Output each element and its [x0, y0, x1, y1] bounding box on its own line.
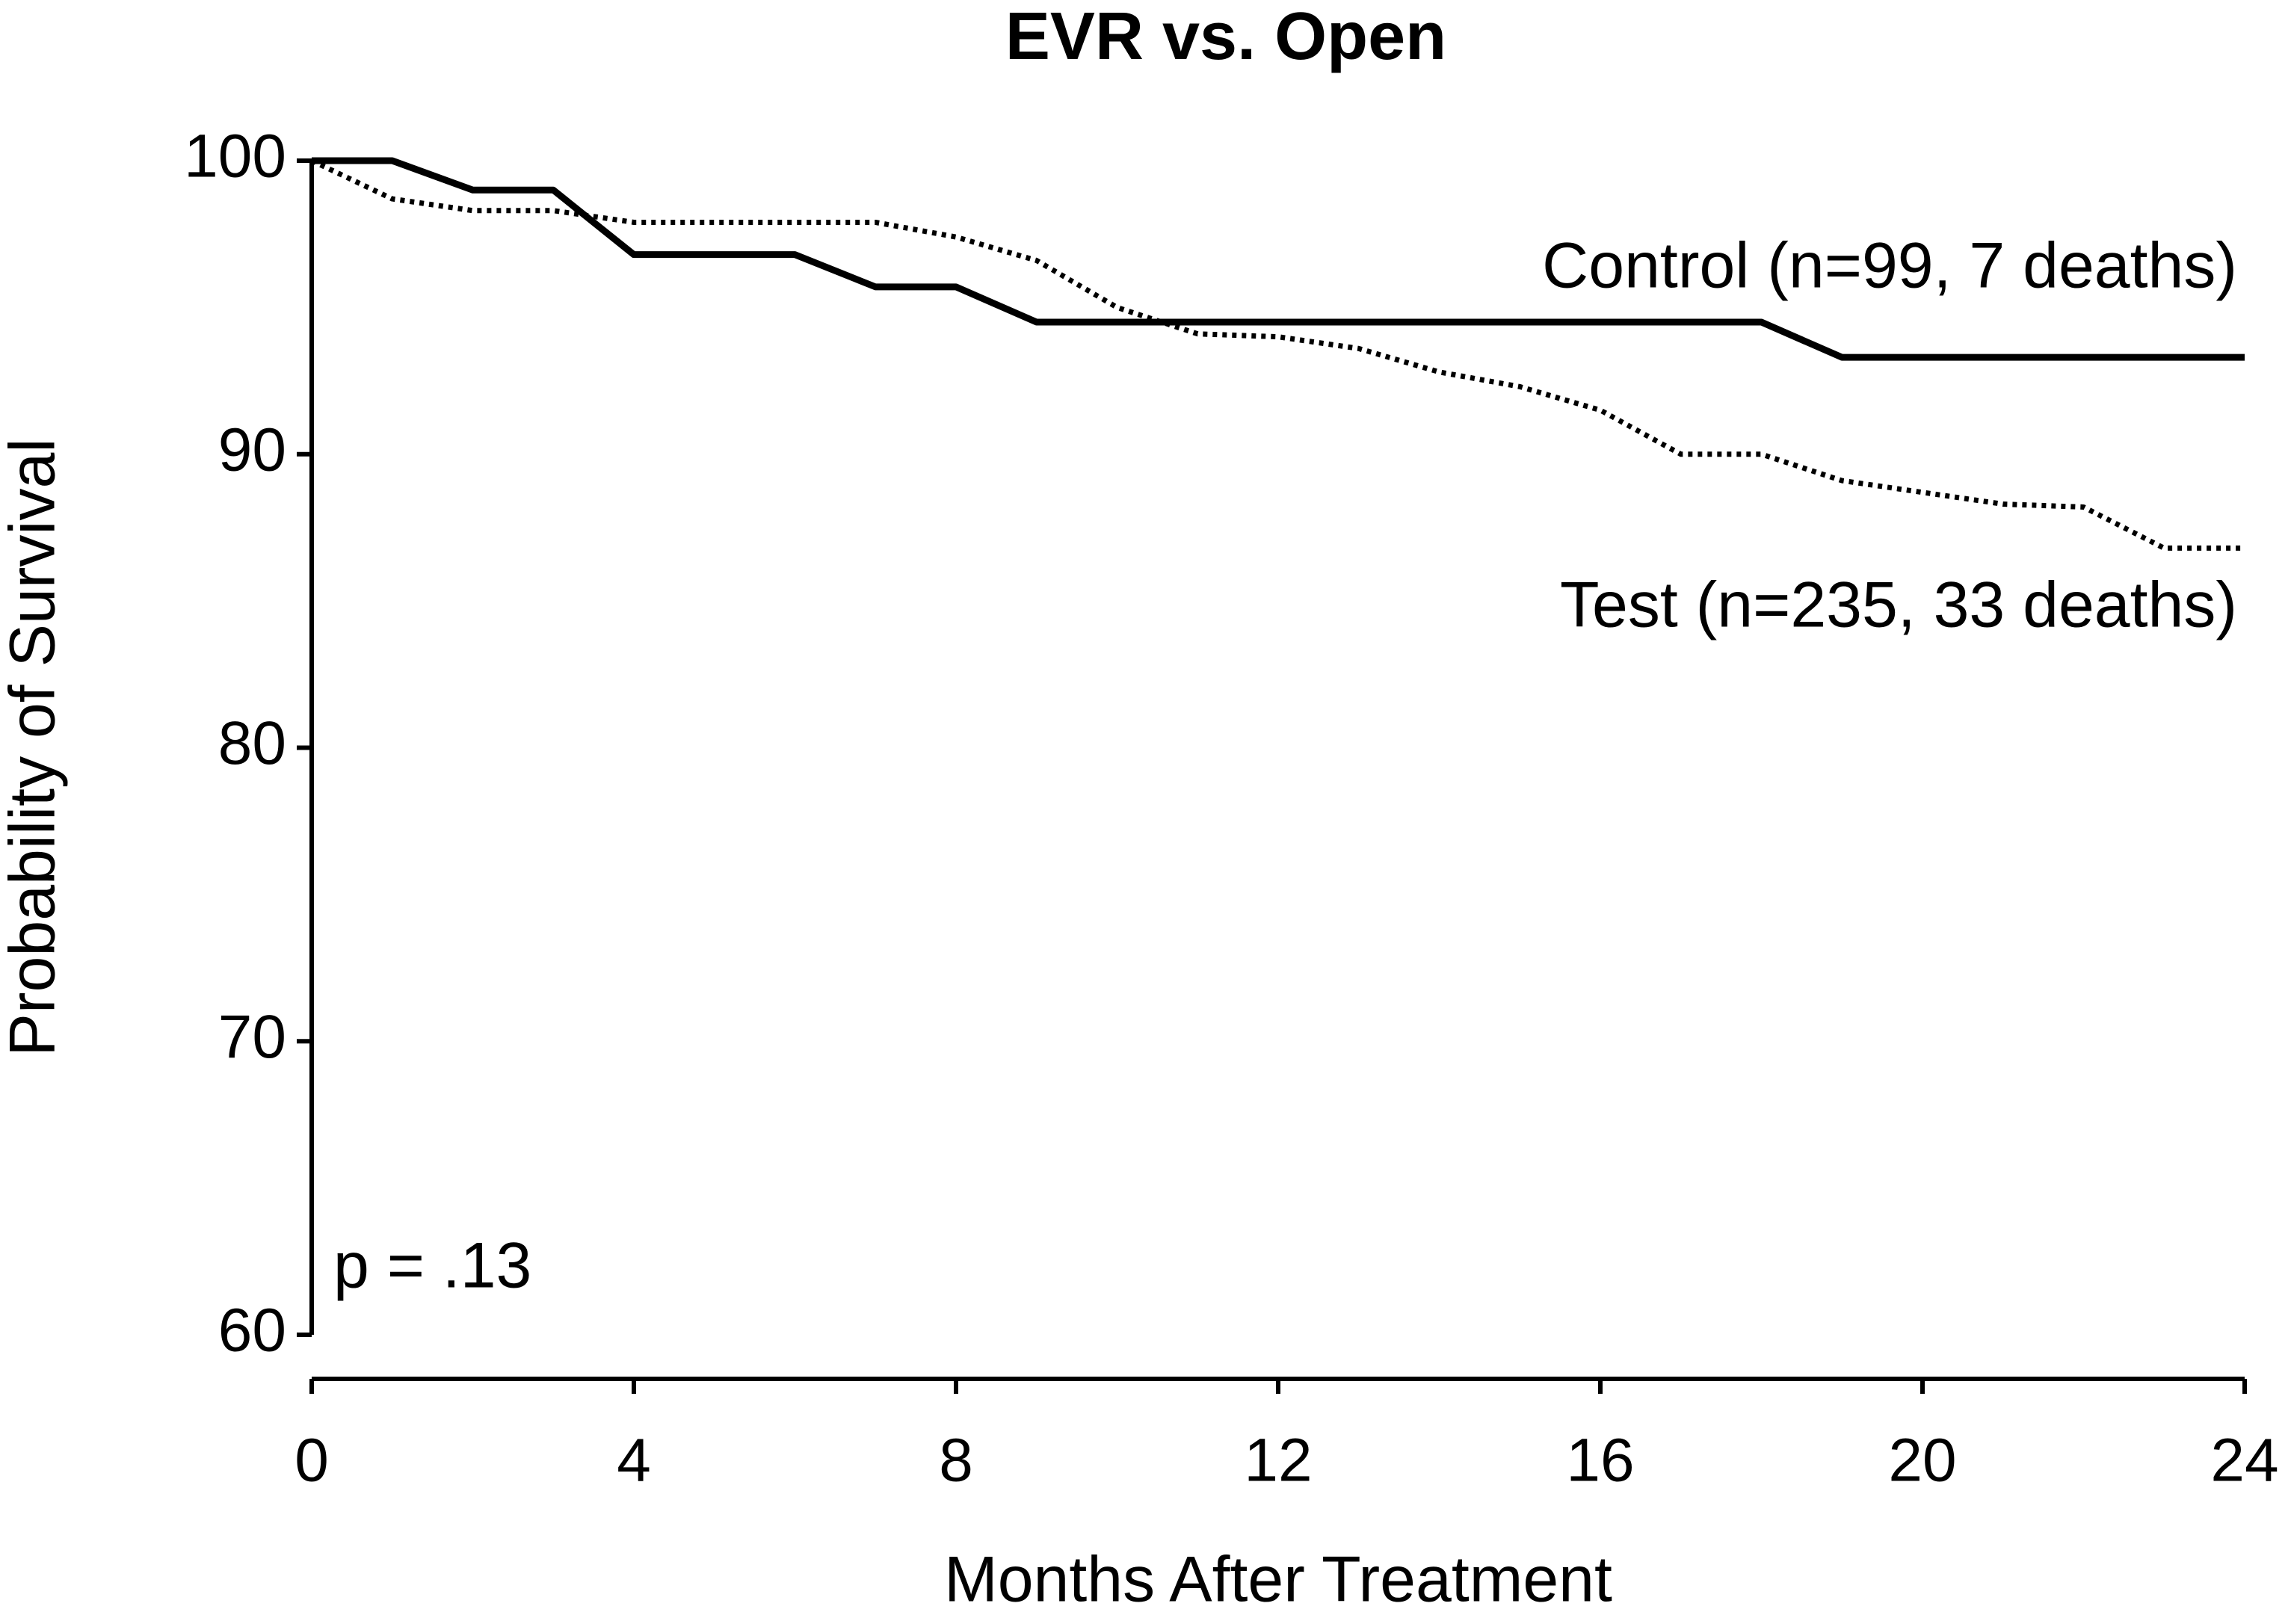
x-tick-label: 0 — [295, 1427, 329, 1495]
x-tick-label: 24 — [2210, 1427, 2278, 1495]
survival-line — [312, 157, 2245, 361]
legend-label: Control (n=99, 7 deaths) — [1542, 230, 2237, 302]
y-tick-label: 100 — [184, 123, 286, 191]
x-tick-label: 12 — [1244, 1427, 1312, 1495]
x-axis-label: Months After Treatment — [944, 1544, 1612, 1616]
y-tick-label: 80 — [218, 709, 286, 777]
y-tick-label: 60 — [218, 1297, 286, 1365]
x-tick-label: 20 — [1888, 1427, 1956, 1495]
y-axis-label: Probability of Survival — [0, 439, 69, 1057]
y-tick-label: 70 — [218, 1003, 286, 1071]
x-tick-label: 8 — [939, 1427, 973, 1495]
survival-line — [310, 158, 2245, 551]
legend-label: Test (n=235, 33 deaths) — [1560, 569, 2237, 641]
annotation: p = .13 — [333, 1230, 531, 1302]
y-tick-label: 90 — [218, 416, 286, 484]
chart-title: EVR vs. Open — [1005, 0, 1446, 74]
x-tick-label: 16 — [1566, 1427, 1634, 1495]
x-tick-label: 4 — [617, 1427, 651, 1495]
